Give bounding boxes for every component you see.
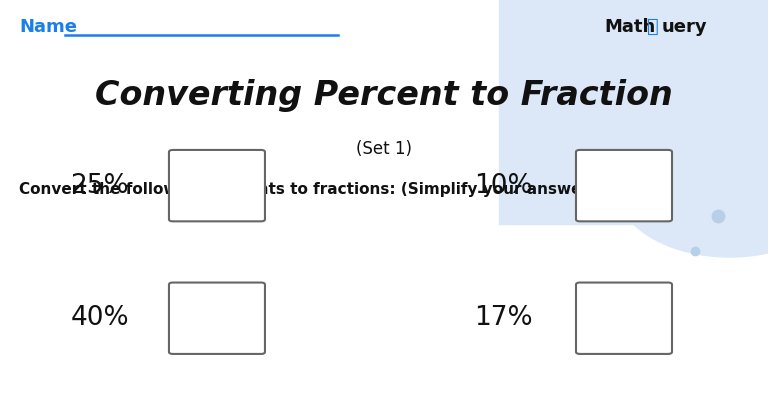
FancyBboxPatch shape xyxy=(169,282,265,354)
Polygon shape xyxy=(614,110,768,257)
Text: Name: Name xyxy=(19,18,78,35)
FancyBboxPatch shape xyxy=(576,282,672,354)
Text: 40%: 40% xyxy=(71,305,129,331)
Text: Convert the following percents to fractions: (Simplify your answer): Convert the following percents to fracti… xyxy=(19,182,596,197)
FancyBboxPatch shape xyxy=(576,150,672,221)
Text: uery: uery xyxy=(662,18,707,35)
Text: Converting Percent to Fraction: Converting Percent to Fraction xyxy=(95,80,673,112)
FancyBboxPatch shape xyxy=(169,150,265,221)
Text: 25%: 25% xyxy=(71,173,129,199)
Polygon shape xyxy=(538,0,768,158)
Text: Ⓠ: Ⓠ xyxy=(647,17,658,36)
Text: 10%: 10% xyxy=(474,173,532,199)
Text: 17%: 17% xyxy=(474,305,532,331)
Polygon shape xyxy=(499,0,768,224)
Text: (Set 1): (Set 1) xyxy=(356,140,412,158)
Text: Math: Math xyxy=(604,18,656,35)
